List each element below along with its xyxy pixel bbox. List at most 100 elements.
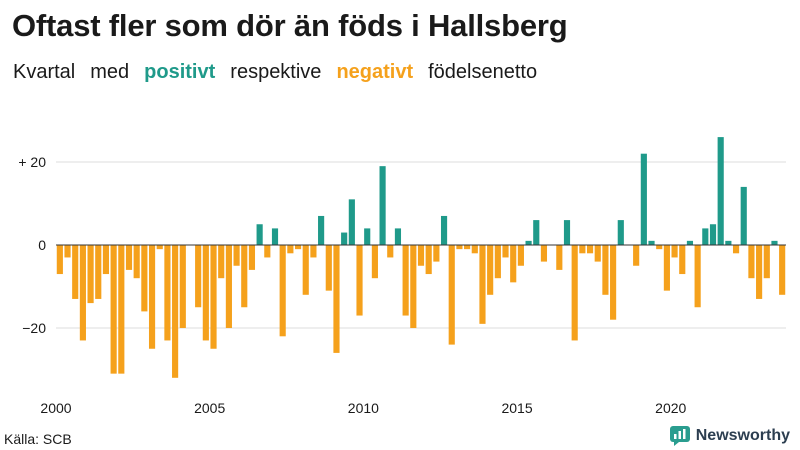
- bar: [202, 245, 209, 341]
- bar: [118, 245, 125, 374]
- bar: [225, 245, 232, 328]
- bar: [471, 245, 478, 254]
- bar: [371, 245, 378, 279]
- bar: [763, 245, 770, 279]
- bar: [510, 245, 517, 283]
- bar: [440, 215, 448, 245]
- chart-subtitle: Kvartal med positivt respektive negativt föde…: [13, 61, 552, 84]
- bar: [448, 245, 455, 345]
- bar: [287, 245, 294, 254]
- bar: [571, 245, 578, 341]
- x-tick-label: 2000: [40, 400, 71, 416]
- subtitle-word-kvartal: Kvartal: [13, 61, 76, 83]
- bar: [732, 245, 740, 254]
- bar: [617, 220, 624, 245]
- bar: [102, 245, 110, 275]
- bar: [172, 245, 179, 378]
- bar: [540, 245, 548, 262]
- bar: [771, 240, 778, 245]
- bar: [694, 245, 701, 308]
- bar: [394, 228, 402, 245]
- brand-name: Newsworthy: [695, 427, 790, 444]
- x-tick-label: 2020: [655, 400, 686, 416]
- bar: [717, 137, 724, 245]
- bar: [679, 245, 686, 275]
- bar: [456, 245, 463, 250]
- x-tick-label: 2010: [348, 400, 379, 416]
- bar: [318, 215, 325, 245]
- bar: [433, 245, 440, 262]
- bar: [648, 240, 655, 245]
- bar: [725, 240, 732, 245]
- bar: [87, 245, 94, 304]
- bar: [610, 245, 617, 320]
- bar: [402, 245, 409, 316]
- bar: [133, 245, 140, 279]
- y-tick-label: −20: [22, 320, 46, 336]
- bar: [633, 245, 640, 266]
- bar: [333, 245, 340, 353]
- bar: [364, 228, 371, 245]
- x-tick-label: 2015: [501, 400, 532, 416]
- bar: [348, 199, 355, 245]
- bar: [563, 220, 571, 245]
- bar: [79, 245, 86, 341]
- bar: [72, 245, 79, 299]
- bar: [525, 240, 532, 245]
- bar: [709, 224, 717, 245]
- bar: [379, 166, 386, 245]
- bar: [110, 245, 117, 374]
- bar: [233, 245, 240, 266]
- bar: [556, 245, 563, 270]
- chart-title: Oftast fler som dör än föds i Hallsberg: [12, 8, 568, 43]
- bar: [210, 245, 217, 349]
- bar: [264, 245, 271, 258]
- bar: [533, 220, 540, 245]
- bar: [656, 245, 663, 250]
- bar: [179, 245, 186, 328]
- bar: [748, 245, 755, 279]
- bar: [586, 245, 594, 254]
- bar: [356, 245, 363, 316]
- source-label: Källa: SCB: [4, 431, 72, 447]
- bar: [341, 232, 348, 245]
- bar: [594, 245, 601, 262]
- bar: [671, 245, 678, 258]
- bar: [279, 245, 286, 337]
- bar: [325, 245, 332, 291]
- bar: [702, 228, 709, 245]
- bar: [779, 245, 786, 295]
- bar: [294, 245, 302, 250]
- bar: [740, 186, 747, 245]
- bar: [241, 245, 248, 308]
- bar: [156, 245, 163, 250]
- bar: [663, 245, 670, 291]
- y-tick-label: + 20: [18, 154, 46, 170]
- bar: [310, 245, 317, 258]
- bar: [218, 245, 225, 279]
- bar: [387, 245, 394, 258]
- bar: [417, 245, 425, 266]
- bar: [686, 240, 694, 245]
- bar: [95, 245, 102, 299]
- bar: [164, 245, 171, 341]
- subtitle-word-respektive: respektive: [230, 61, 322, 83]
- bar: [125, 245, 133, 270]
- bar: [56, 245, 63, 275]
- bar: [425, 245, 432, 275]
- bar: [64, 245, 71, 258]
- bar: [579, 245, 586, 254]
- x-tick-label: 2005: [194, 400, 225, 416]
- newsworthy-logo: Newsworthy: [669, 426, 790, 446]
- bar: [271, 228, 279, 245]
- bar: [479, 245, 486, 324]
- bar: [141, 245, 148, 312]
- bar: [502, 245, 509, 258]
- bar: [640, 153, 647, 245]
- bar: [756, 245, 763, 299]
- bar: [464, 245, 471, 250]
- bar: [195, 245, 202, 308]
- bar: [256, 224, 263, 245]
- bar: [487, 245, 494, 295]
